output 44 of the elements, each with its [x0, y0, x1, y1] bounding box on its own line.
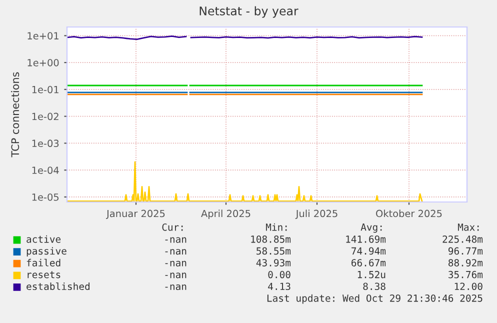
text: Max:: [458, 224, 479, 231]
text: 4.13: [268, 282, 290, 290]
x-tick-label: Juli 2025: [295, 210, 338, 219]
text: 8.38: [363, 282, 386, 290]
text: 74.94m: [352, 247, 386, 255]
text: Avg:: [360, 224, 382, 233]
text: -nan: [165, 249, 186, 255]
text: 108.85m: [251, 235, 291, 243]
x-tick-label: April 2025: [201, 210, 250, 220]
legend-label: established: [26, 282, 90, 290]
line-series: [67, 161, 423, 202]
text: 96.77m: [448, 247, 483, 255]
text: 88.92m: [448, 259, 483, 266]
y-tick-label: 1e-01: [32, 86, 58, 94]
y-tick-label: 1e-02: [32, 112, 58, 120]
legend-label: passive: [26, 247, 66, 257]
text: 43.93m: [256, 259, 291, 266]
text: 35.76m: [448, 270, 483, 278]
legend-label: resets: [28, 271, 60, 278]
text: -nan: [165, 237, 186, 243]
text: 141.69m: [346, 235, 386, 243]
y-tick-label: 1e+00: [28, 59, 59, 66]
text: 1.52u: [358, 270, 386, 278]
legend-label: failed: [26, 258, 60, 266]
text: 12.00: [454, 282, 482, 290]
y-tick-label: 1e-05: [32, 193, 59, 201]
y-tick-label: 1e-04: [32, 166, 59, 174]
text: -nan: [165, 260, 186, 266]
text: 58.55m: [256, 247, 291, 255]
x-tick-label: Oktober 2025: [376, 210, 442, 218]
text: -nan: [165, 272, 186, 278]
y-tick-label: 1e-03: [32, 140, 59, 148]
text: 0.00: [268, 270, 290, 278]
y-axis-title: TCP connections: [11, 72, 20, 158]
legend-label: active: [26, 235, 61, 243]
text: Last update: Wed Oct 29 21:30:46 2025: [267, 294, 482, 304]
text: 66.67m: [352, 259, 386, 266]
chart-title: Netstat - by year: [200, 6, 298, 18]
text: -nan: [165, 284, 186, 290]
text: Cur:: [162, 223, 183, 231]
y-tick-label: 1e+01: [28, 32, 58, 40]
text: Min:: [266, 223, 287, 231]
text: 225.48m: [442, 235, 483, 243]
x-tick-label: Januar 2025: [106, 210, 165, 219]
